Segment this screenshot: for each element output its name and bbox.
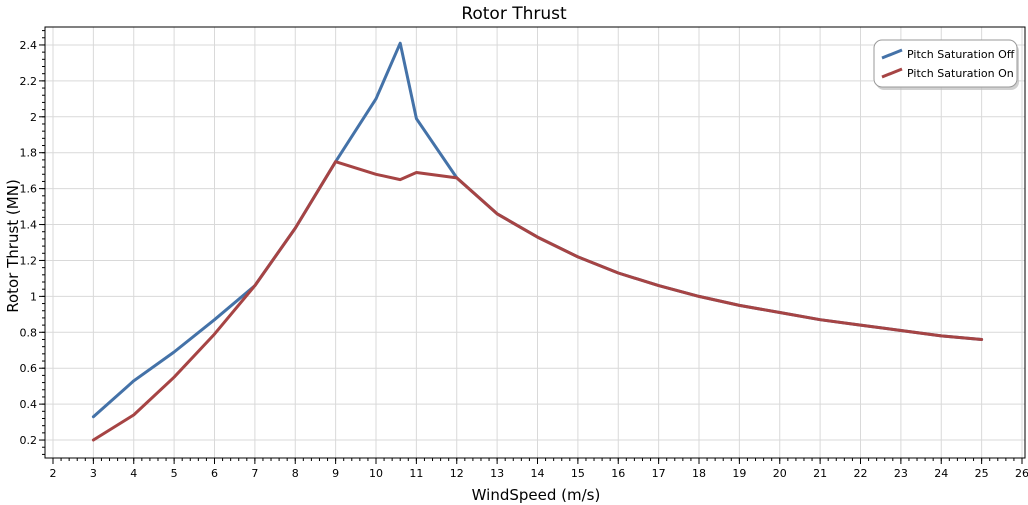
x-tick-label: 2	[50, 467, 57, 480]
plot-border	[44, 26, 1026, 459]
x-tick-label: 25	[975, 467, 989, 480]
x-tick-label: 3	[90, 467, 97, 480]
x-tick-label: 19	[732, 467, 746, 480]
x-tick-label: 11	[409, 467, 423, 480]
y-tick-label: 2.2	[20, 75, 38, 88]
legend-swatch	[881, 48, 903, 60]
y-tick-label: 1.6	[20, 183, 38, 196]
y-tick-label: 1.8	[20, 147, 38, 160]
y-tick-label: 1	[30, 290, 37, 303]
y-tick-label: 1.4	[20, 219, 38, 232]
x-tick-label: 17	[652, 467, 666, 480]
y-tick-label: 0.6	[20, 362, 38, 375]
series-layer	[91, 41, 984, 442]
x-tick-label: 7	[251, 467, 258, 480]
legend-label: Pitch Saturation Off	[907, 48, 1015, 61]
x-tick-label: 14	[531, 467, 545, 480]
x-tick-label: 8	[292, 467, 299, 480]
x-tick-label: 20	[773, 467, 787, 480]
y-tick-label: 0.4	[20, 398, 38, 411]
x-tick-label: 26	[1015, 467, 1028, 480]
grid	[45, 27, 1025, 458]
x-tick-label: 23	[894, 467, 908, 480]
x-tick-label: 4	[130, 467, 137, 480]
x-tick-label: 22	[854, 467, 868, 480]
y-tick-label: 1.2	[20, 254, 38, 267]
legend: Pitch Saturation Off Pitch Saturation On	[873, 39, 1019, 90]
chart-title: Rotor Thrust	[461, 4, 567, 24]
x-tick-label: 10	[369, 467, 383, 480]
x-tick-label: 12	[450, 467, 464, 480]
legend-label: Pitch Saturation On	[907, 67, 1014, 80]
y-tick-label: 2	[30, 111, 37, 124]
x-axis-label: WindSpeed (m/s)	[472, 486, 601, 504]
y-tick-label: 0.8	[20, 326, 38, 339]
x-tick-label: 6	[211, 467, 218, 480]
x-tick-label: 9	[332, 467, 339, 480]
x-tick-label: 16	[611, 467, 625, 480]
x-tick-label: 18	[692, 467, 706, 480]
y-axis-label: Rotor Thrust (MN)	[4, 179, 22, 313]
y-tick-label: 2.4	[20, 39, 38, 52]
axes: 2 3 4 5 6 7 8 9 10 11 12 13 14 15 16 17 18 19 20 21 22 23 24 25…	[20, 26, 1028, 480]
series-line-pitch-saturation-on	[91, 160, 984, 442]
x-tick-label: 24	[934, 467, 948, 480]
legend-swatch	[881, 67, 903, 79]
x-tick-label: 13	[490, 467, 504, 480]
y-tick-label: 0.2	[20, 434, 38, 447]
legend-box	[873, 39, 1018, 88]
x-tick-label: 21	[813, 467, 827, 480]
x-tick-label: 15	[571, 467, 585, 480]
x-tick-label: 5	[171, 467, 178, 480]
